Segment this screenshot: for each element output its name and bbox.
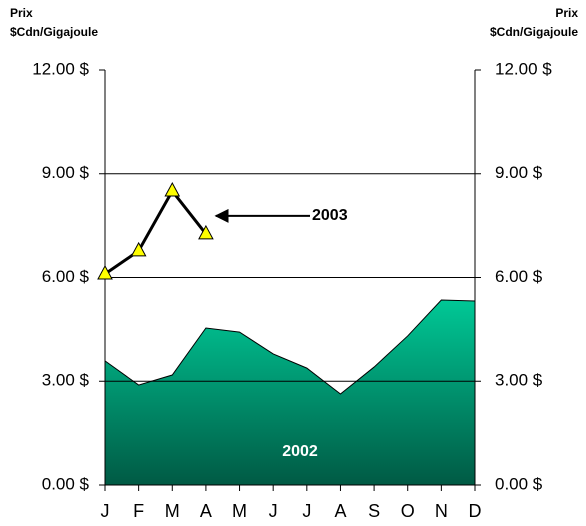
series-label: 2003 [312,207,348,224]
x-tick-label: M [232,501,247,521]
series-label: 2002 [282,443,318,460]
y2-axis-label: Prix [555,6,578,20]
x-tick-label: S [368,501,380,521]
x-tick-label: N [435,501,448,521]
x-tick-label: A [200,501,212,521]
x-tick-label: J [302,501,311,521]
marker [164,181,181,197]
line [104,188,208,276]
y-tick-label: 6.00 $ [42,267,90,286]
y-tick-label: 3.00 $ [42,371,90,390]
y-axis-label: $Cdn/Gigajoule [10,25,98,39]
y-tick-label: 9.00 $ [42,163,90,182]
y2-tick-label: 6.00 $ [495,267,543,286]
y-tick-label: 12.00 $ [32,59,89,78]
x-tick-label: A [334,501,346,521]
x-tick-label: O [401,501,415,521]
x-tick-label: F [133,501,144,521]
x-tick-label: J [269,501,278,521]
area-edge [104,299,476,395]
y2-tick-label: 0.00 $ [495,474,543,493]
y2-tick-label: 12.00 $ [495,59,552,78]
y2-axis-label: $Cdn/Gigajoule [490,25,578,39]
marker [97,264,113,280]
x-tick-label: M [165,501,180,521]
y-tick-label: 0.00 $ [42,474,90,493]
x-tick-label: J [101,501,110,521]
y2-tick-label: 9.00 $ [495,163,543,182]
marker [130,241,147,257]
x-tick-label: D [469,501,482,521]
y-axis-label: Prix [10,6,33,20]
y2-tick-label: 3.00 $ [495,371,543,390]
marker [198,224,214,240]
area [105,299,475,485]
